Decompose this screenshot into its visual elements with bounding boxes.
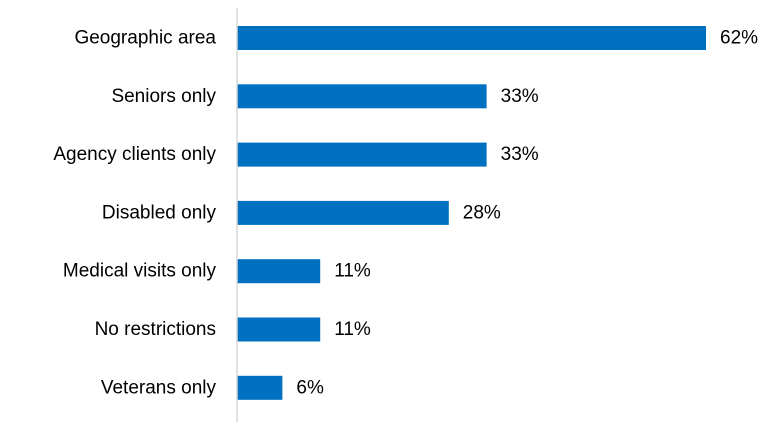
bar [237,142,487,167]
category-label: Veterans only [101,377,217,398]
data-label: 33% [501,144,539,165]
data-label: 11% [334,319,371,340]
category-label: Seniors only [111,86,216,107]
data-label: 28% [463,202,501,223]
value-labels-group: 62% 33% 33% 28% 11% 11% 6% [296,28,758,399]
bar [237,26,706,50]
category-label: No restrictions [95,319,216,340]
category-label: Disabled only [102,202,217,223]
category-labels-group: Geographic area Seniors only Agency client… [53,28,216,399]
data-label: 33% [501,86,539,107]
category-label: Medical visits only [63,261,217,282]
bar [237,200,449,225]
data-label: 6% [296,377,324,398]
bar [237,259,321,284]
category-label: Geographic area [74,28,216,49]
category-label: Agency clients only [53,144,216,165]
data-label: 11% [334,261,371,282]
bar [237,317,321,342]
bar [237,375,283,400]
bars-group [237,26,706,400]
bar [237,84,487,109]
data-label: 62% [720,28,758,49]
